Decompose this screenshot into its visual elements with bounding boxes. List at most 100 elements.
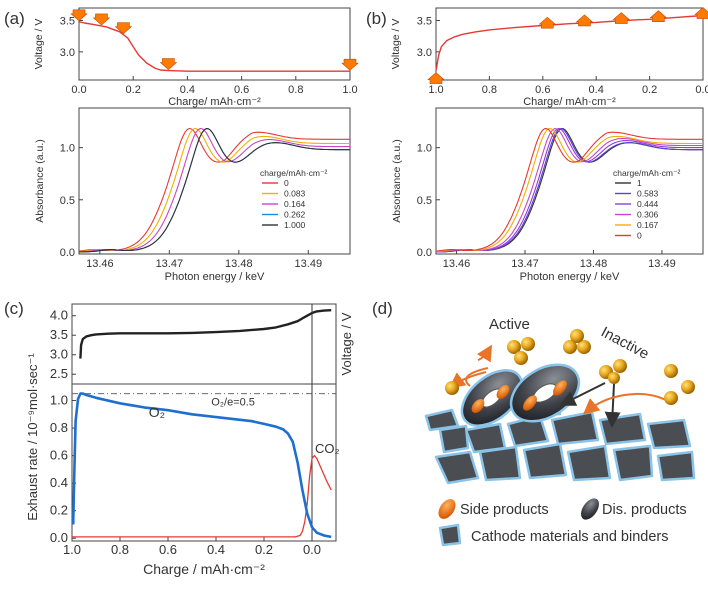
y-axis-label: Voltage / V xyxy=(339,312,354,375)
molecule-atom xyxy=(664,364,678,378)
legend-entry: 0.164 xyxy=(284,199,306,209)
y-axis-label: Voltage / V xyxy=(33,19,45,70)
legend-entry: 0.083 xyxy=(284,189,306,199)
molecule-atom xyxy=(613,359,627,373)
co2-line xyxy=(72,454,332,538)
y-tick-label: 3.5 xyxy=(417,16,432,28)
y-axis-label: Absorbance (a.u.) xyxy=(391,139,403,222)
legend-entry: 0.444 xyxy=(637,199,659,209)
y-axis-label: Absorbance (a.u.) xyxy=(34,139,46,222)
cathode-fragment xyxy=(656,450,696,482)
x-tick-label: 0.8 xyxy=(482,84,497,96)
x-tick-label: 0.0 xyxy=(71,84,86,96)
x-tick-label: 13.46 xyxy=(86,258,114,270)
molecule-atom xyxy=(563,340,577,354)
plot-frame xyxy=(71,383,337,542)
x-tick-label: 0.6 xyxy=(234,84,249,96)
x-tick-label: 13.46 xyxy=(443,258,471,270)
molecule-atom xyxy=(608,372,620,384)
x-tick-label: 1.0 xyxy=(342,84,357,96)
molecule-atom xyxy=(681,380,695,394)
cathode-fragment xyxy=(434,450,480,485)
voltage-line xyxy=(79,309,332,359)
molecule-atom xyxy=(445,381,459,395)
y-axis-label: Voltage / V xyxy=(390,19,402,70)
side-products-legend-icon xyxy=(438,499,456,519)
x-axis-label: Charge/ mAh·cm⁻² xyxy=(168,96,261,108)
cathode-fragment xyxy=(438,424,470,454)
active-arrow xyxy=(476,344,493,363)
x-tick-label: 13.49 xyxy=(295,258,323,270)
cathode-fragments xyxy=(424,396,696,485)
charge-marker-arrow xyxy=(70,9,88,22)
molecules xyxy=(445,329,695,405)
o2-line xyxy=(71,392,332,539)
y-tick-label: 3.0 xyxy=(417,47,432,59)
x-tick-label: 0.0 xyxy=(303,542,321,557)
legend-entry: 0 xyxy=(284,178,289,188)
x-tick-label: 0.8 xyxy=(288,84,303,96)
o2-annotation: O₂ xyxy=(149,404,165,420)
inactive-arrow-2 xyxy=(604,383,621,428)
dis-products-legend-icon xyxy=(581,498,599,520)
charge-marker-arrow xyxy=(649,10,668,22)
y-tick-label: 1.0 xyxy=(60,143,75,155)
y-tick-label: 0.2 xyxy=(50,503,68,518)
cathode-fragment xyxy=(566,444,612,482)
chart-c-exhaust: 1.0 0.8 0.6 0.4 0.2 0.0 0.0 0.2 0.4 0.6 0.8 1.0 Char… xyxy=(25,353,340,577)
cathode-fragment xyxy=(464,422,507,454)
legend-entry: 0 xyxy=(637,231,642,241)
x-tick-label: 13.47 xyxy=(511,258,539,270)
spectrum-line xyxy=(78,127,350,252)
molecule-atom xyxy=(570,329,584,343)
plot-frame xyxy=(71,303,337,385)
cathode-fragment xyxy=(478,445,522,482)
side-product-particle xyxy=(496,385,510,399)
side-product-particle xyxy=(471,399,485,413)
y-tick-label: 1.0 xyxy=(417,143,432,155)
charge-marker-arrow xyxy=(575,14,594,27)
y-tick-label: 0.6 xyxy=(50,448,68,463)
co2-annotation: CO₂ xyxy=(315,441,340,456)
y-tick-label: 3.0 xyxy=(50,347,68,362)
inactive-label: Inactive xyxy=(598,324,652,363)
legend-title: charge/mAh·cm⁻² xyxy=(260,168,327,178)
plot-frame xyxy=(78,7,351,81)
x-axis-label: Photon energy / keV xyxy=(520,271,620,283)
inactive-arrow-1 xyxy=(559,382,606,406)
plot-frame xyxy=(435,107,704,255)
panel-label-a: (a) xyxy=(4,9,25,28)
y-tick-label: 0.0 xyxy=(417,247,432,259)
spectrum-line xyxy=(435,128,703,253)
dis-product-torus-1 xyxy=(460,369,524,427)
charge-marker-arrow xyxy=(538,16,557,29)
x-tick-label: 1.0 xyxy=(428,84,443,96)
x-tick-label: 0.0 xyxy=(695,84,708,96)
legend-entry: 0.583 xyxy=(637,189,659,199)
cathode-legend-icon xyxy=(438,523,462,547)
x-tick-label: 0.2 xyxy=(126,84,141,96)
x-tick-label: 13.48 xyxy=(225,258,253,270)
cathode-fragment xyxy=(612,444,654,482)
dis-products-legend-label: Dis. products xyxy=(602,502,687,518)
active-label: Active xyxy=(489,316,530,333)
spectrum-line xyxy=(435,127,703,253)
spectrum-line xyxy=(79,128,350,253)
charge-marker-arrow xyxy=(694,7,708,19)
molecule-atom xyxy=(514,351,528,365)
plot-frame xyxy=(435,7,704,81)
x-axis-label: Photon energy / keV xyxy=(165,271,265,283)
diagram-d: Active Inactive Side products Dis. produ… xyxy=(424,316,696,547)
y-tick-label: 0.5 xyxy=(417,195,432,207)
charge-marker-arrow xyxy=(159,58,178,71)
chart-a-xanes: 13.46 13.47 13.48 13.49 0.0 0.5 1.0 Photon ener… xyxy=(34,107,351,283)
charge-marker-arrow xyxy=(427,72,445,84)
y-tick-label: 4.0 xyxy=(50,308,68,323)
cathode-fragment xyxy=(598,412,647,446)
x-axis-label: Charge/ mAh·cm⁻² xyxy=(523,96,616,108)
voltage-line xyxy=(78,21,350,72)
y-tick-label: 0.8 xyxy=(50,420,68,435)
y-tick-label: 3.5 xyxy=(50,327,68,342)
x-tick-label: 0.8 xyxy=(111,542,129,557)
